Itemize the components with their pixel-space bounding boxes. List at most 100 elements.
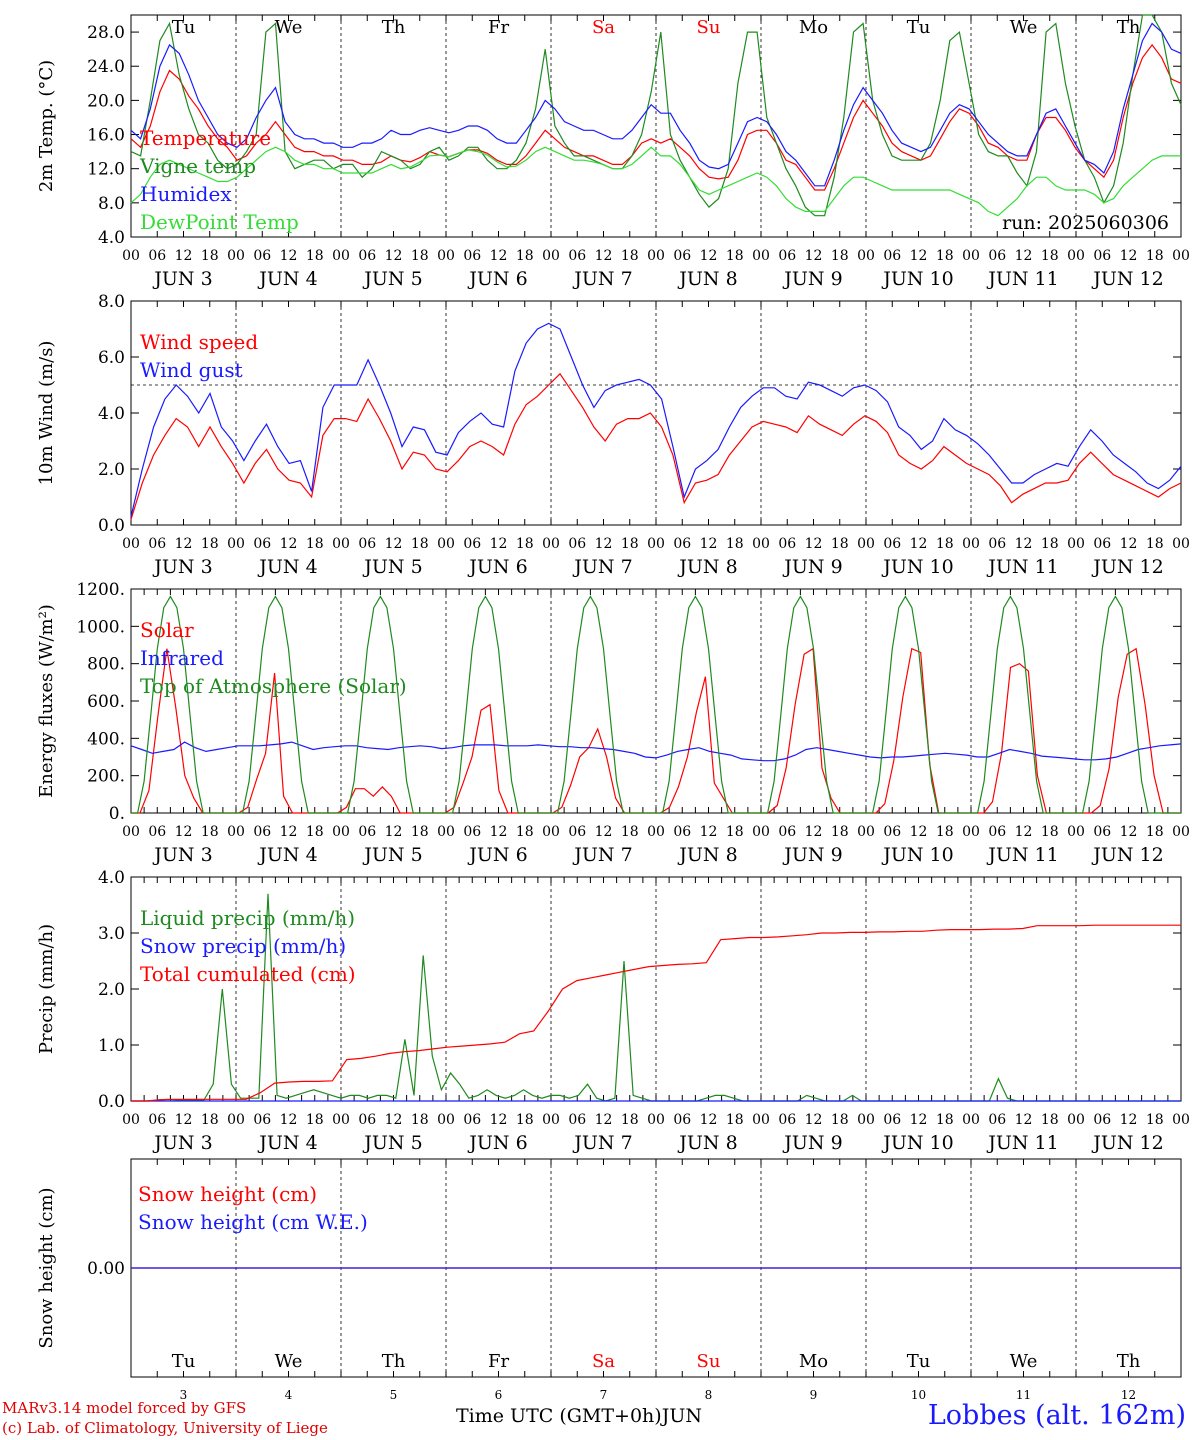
hour-label: 18: [621, 248, 639, 264]
y-tick-label: 4.0: [98, 228, 125, 248]
y-axis-label: 2m Temp. (°C): [36, 60, 57, 192]
hour-label: 18: [201, 824, 219, 840]
hour-label: 00: [962, 536, 980, 552]
hour-label: 06: [1093, 248, 1111, 264]
hour-label: 18: [726, 248, 744, 264]
day-abbr-bottom: Tu: [907, 1351, 931, 1372]
hour-label: 12: [175, 536, 193, 552]
date-label: JUN 5: [362, 268, 422, 290]
hour-label: 00: [1172, 248, 1190, 264]
hour-label: 00: [647, 248, 665, 264]
hour-label: 00: [1172, 1112, 1190, 1128]
hour-label: 00: [1172, 824, 1190, 840]
hour-label: 00: [437, 248, 455, 264]
date-label: JUN 3: [152, 1132, 212, 1154]
legend-liquid-precip-mm-h-: Liquid precip (mm/h): [140, 906, 355, 930]
hour-label: 18: [201, 1112, 219, 1128]
hour-label: 00: [647, 1112, 665, 1128]
day-abbr-top: We: [1010, 17, 1038, 38]
hour-label: 06: [673, 248, 691, 264]
hour-label: 00: [1172, 536, 1190, 552]
day-abbr-top: Th: [382, 17, 406, 38]
day-abbr-top: Mo: [799, 17, 828, 38]
date-label: JUN 9: [782, 844, 842, 866]
y-tick-label: 400.: [87, 729, 125, 749]
hour-label: 12: [1015, 248, 1033, 264]
y-tick-label: 0.: [109, 804, 125, 824]
hour-label: 00: [227, 1112, 245, 1128]
hour-label: 06: [673, 1112, 691, 1128]
hour-label: 06: [568, 824, 586, 840]
day-abbr-bottom: Th: [1117, 1351, 1141, 1372]
x-axis-title: Time UTC (GMT+0h)JUN: [456, 1405, 702, 1427]
hour-label: 18: [726, 536, 744, 552]
panel-frame: [130, 588, 1182, 814]
hour-label: 00: [542, 1112, 560, 1128]
date-label: JUN 3: [152, 556, 212, 578]
y-tick-label: 1200.: [76, 580, 125, 600]
hour-label: 18: [831, 1112, 849, 1128]
hour-label: 12: [595, 1112, 613, 1128]
y-tick-label: 2.0: [98, 980, 125, 1000]
hour-label: 06: [358, 536, 376, 552]
date-label: JUN 10: [881, 844, 953, 866]
hour-label: 00: [437, 824, 455, 840]
y-tick-label: 0.0: [98, 516, 125, 536]
hour-label: 06: [463, 536, 481, 552]
y-tick-label: 600.: [87, 692, 125, 712]
series-dewpoint-temp-line: [130, 146, 1181, 217]
hour-label: 18: [306, 248, 324, 264]
day-abbr-bottom: Sa: [592, 1351, 615, 1372]
hour-label: 12: [700, 248, 718, 264]
y-tick-label: 4.0: [98, 868, 125, 888]
date-label: JUN 12: [1091, 1132, 1163, 1154]
y-tick-label: 1.0: [98, 1036, 125, 1056]
hour-label: 12: [700, 536, 718, 552]
day-abbr-top: Th: [1117, 17, 1141, 38]
hour-label: 12: [175, 248, 193, 264]
hour-label: 12: [1015, 536, 1033, 552]
day-abbr-bottom: We: [275, 1351, 303, 1372]
hour-label: 06: [253, 1112, 271, 1128]
date-label: JUN 3: [152, 268, 212, 290]
legend-temperature: Temperature: [140, 126, 271, 150]
y-tick-label: 20.0: [87, 91, 125, 111]
hour-label: 06: [1093, 1112, 1111, 1128]
hour-label: 18: [411, 536, 429, 552]
hour-label: 06: [778, 248, 796, 264]
hour-label: 12: [805, 824, 823, 840]
series-wind-speed-line: [130, 372, 1182, 520]
hour-label: 00: [857, 1112, 875, 1128]
date-label: JUN 11: [986, 556, 1058, 578]
date-label: JUN 5: [362, 556, 422, 578]
day-abbr-top: Su: [697, 17, 721, 38]
hour-label: 12: [910, 824, 928, 840]
y-axis-label: Precip (mm/h): [36, 924, 57, 1054]
hour-label: 12: [175, 824, 193, 840]
hour-label: 12: [490, 248, 508, 264]
y-axis-label: Energy fluxes (W/m²): [36, 604, 57, 798]
date-label: JUN 4: [257, 268, 317, 290]
day-number: 7: [600, 1388, 608, 1402]
hour-label: 18: [726, 824, 744, 840]
hour-label: 00: [542, 536, 560, 552]
hour-label: 06: [148, 536, 166, 552]
hour-label: 18: [411, 1112, 429, 1128]
hour-label: 00: [647, 824, 665, 840]
hour-label: 00: [647, 536, 665, 552]
hour-label: 00: [1067, 1112, 1085, 1128]
hour-label: 00: [857, 248, 875, 264]
hour-label: 18: [516, 536, 534, 552]
day-number: 12: [1121, 1388, 1136, 1402]
hour-label: 00: [122, 536, 140, 552]
y-tick-label: 200.: [87, 767, 125, 787]
date-label: JUN 8: [677, 844, 737, 866]
hour-label: 18: [936, 1112, 954, 1128]
hour-label: 12: [910, 248, 928, 264]
hour-label: 12: [805, 1112, 823, 1128]
day-abbr-bottom: Tu: [172, 1351, 196, 1372]
day-number: 6: [495, 1388, 503, 1402]
hour-label: 06: [253, 824, 271, 840]
y-tick-label: 8.0: [98, 292, 125, 312]
series-top-of-atmosphere-solar--line: [131, 595, 1181, 814]
